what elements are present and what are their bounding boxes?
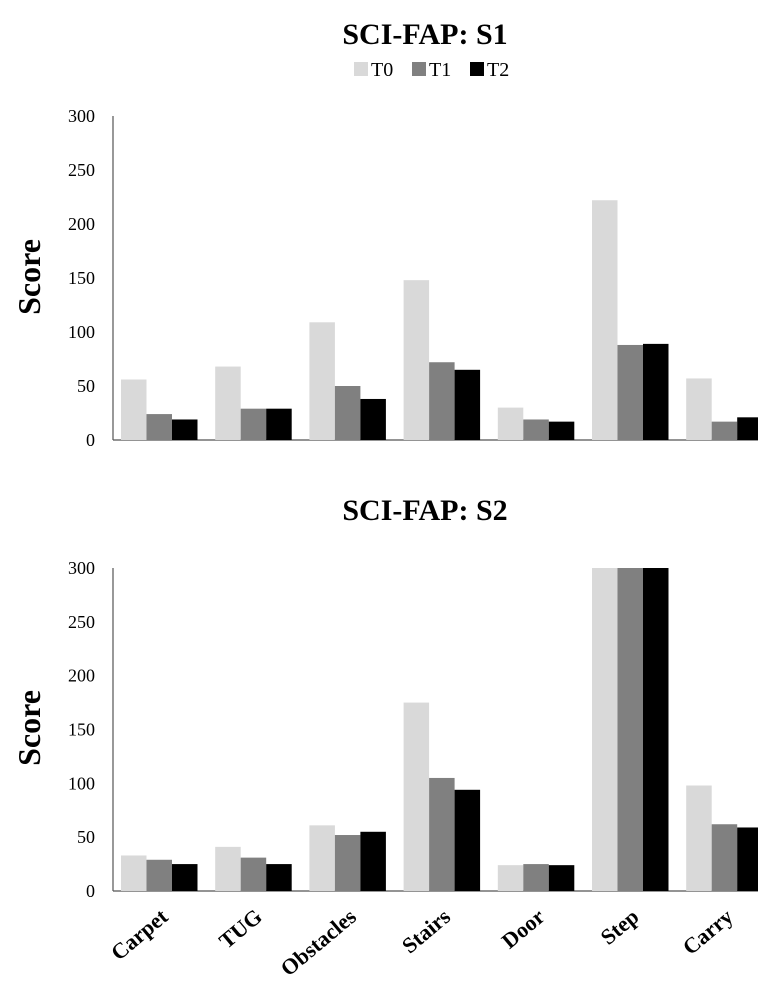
y-tick-label: 200 (68, 214, 95, 234)
bar-door-t0 (497, 407, 524, 440)
y-tick-label: 0 (86, 881, 95, 901)
bar-step-t0 (592, 568, 618, 891)
y-tick-label: 300 (68, 106, 95, 126)
bar-tug-t2 (266, 408, 292, 440)
legend: T0 T1 T2 (354, 59, 509, 81)
bar-door-t1 (523, 864, 549, 891)
bar-door-t1 (523, 419, 549, 440)
bar-obstacles-t2 (360, 831, 386, 891)
y-tick-label: 200 (68, 666, 95, 686)
bar-step-t1 (617, 568, 643, 891)
bar-carpet-t2 (172, 419, 198, 440)
bar-obstacles-t0 (309, 322, 335, 440)
bar-carpet-t1 (146, 414, 172, 440)
bar-obstacles-t1 (334, 386, 361, 440)
bar-door-t2 (548, 865, 575, 891)
bar-step-t2 (643, 568, 669, 891)
y-tick-label: 100 (68, 773, 95, 793)
bar-stairs-t1 (429, 362, 455, 440)
bar-carpet-t1 (146, 859, 172, 891)
y-tick-label: 50 (77, 827, 95, 847)
bar-carry-t2 (737, 827, 758, 891)
bar-stairs-t2 (454, 789, 481, 891)
chart-2-y-axis-label: Score (11, 690, 47, 766)
y-tick-label: 100 (68, 322, 95, 342)
bar-step-t2 (643, 343, 669, 440)
bar-carry-t2 (737, 417, 758, 440)
x-category-label: Carry (678, 904, 738, 960)
bar-step-t0 (592, 200, 618, 440)
x-category-label: Carpet (106, 903, 173, 965)
bar-door-t2 (548, 421, 575, 440)
bar-carpet-t0 (121, 379, 147, 440)
legend-swatch-t2 (470, 62, 484, 76)
x-category-label: Obstacles (276, 903, 362, 981)
bar-carpet-t2 (172, 864, 198, 891)
x-category-label: TUG (214, 904, 267, 954)
bar-tug-t2 (266, 864, 292, 891)
chart-1-title: SCI-FAP: S1 (342, 18, 507, 51)
legend-label-t1: T1 (429, 59, 451, 81)
chart-2-plot: 0 50 100 150 200 250 300 Carpet TUG Obstacles Stai… (68, 558, 758, 981)
bar-door-t0 (497, 865, 524, 891)
chart-1-y-axis-label: Score (11, 239, 47, 315)
legend-label-t0: T0 (371, 59, 393, 81)
bar-stairs-t0 (403, 280, 430, 440)
bar-carry-t0 (686, 378, 712, 440)
y-tick-label: 150 (68, 720, 95, 740)
bar-stairs-t1 (429, 777, 455, 891)
bar-step-t1 (617, 344, 643, 440)
x-category-label: Step (596, 904, 644, 950)
y-tick-label: 300 (68, 558, 95, 578)
y-tick-label: 250 (68, 612, 95, 632)
bar-stairs-t2 (454, 369, 481, 440)
x-category-label: Door (497, 904, 550, 954)
legend-swatch-t1 (412, 62, 426, 76)
bar-obstacles-t1 (334, 835, 361, 891)
bar-tug-t0 (215, 366, 241, 440)
bar-carpet-t0 (121, 855, 147, 891)
bar-stairs-t0 (403, 702, 430, 891)
bar-carry-t1 (711, 824, 738, 891)
y-tick-label: 150 (68, 268, 95, 288)
x-category-label: Stairs (397, 903, 456, 958)
bar-carry-t0 (686, 785, 712, 891)
bar-carry-t1 (711, 421, 738, 440)
bar-tug-t0 (215, 846, 241, 891)
bar-obstacles-t2 (360, 398, 386, 440)
y-tick-label: 50 (77, 376, 95, 396)
chart-1-plot: 0 50 100 150 200 250 300 (68, 106, 758, 450)
y-tick-label: 0 (86, 430, 95, 450)
chart-2-title: SCI-FAP: S2 (342, 494, 507, 527)
bar-tug-t1 (240, 857, 267, 891)
bar-obstacles-t0 (309, 825, 335, 891)
legend-swatch-t0 (354, 62, 368, 76)
y-tick-label: 250 (68, 160, 95, 180)
bar-tug-t1 (240, 408, 267, 440)
legend-label-t2: T2 (487, 59, 509, 81)
